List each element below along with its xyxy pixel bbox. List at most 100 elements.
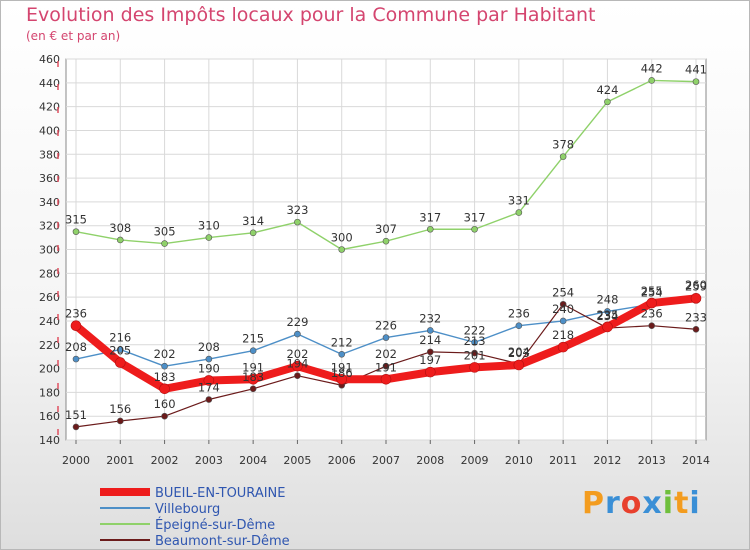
x-tick-label: 2001: [106, 454, 134, 467]
data-point: [559, 300, 567, 308]
data-point: [426, 225, 434, 233]
data-label: 233: [685, 310, 707, 324]
data-point: [382, 237, 390, 245]
data-label: 315: [65, 213, 87, 227]
data-label: 216: [109, 331, 131, 345]
data-label: 232: [419, 311, 441, 325]
data-label: 248: [596, 292, 618, 306]
data-label: 300: [331, 231, 353, 245]
data-point: [249, 385, 257, 393]
y-tick-label: 440: [39, 77, 60, 90]
data-label: 186: [331, 366, 353, 380]
data-label: 236: [65, 307, 87, 321]
data-point: [382, 334, 390, 341]
data-point: [690, 293, 702, 304]
data-point: [426, 348, 434, 356]
data-label: 215: [242, 332, 264, 346]
data-point: [161, 362, 168, 370]
x-tick-label: 2009: [461, 454, 489, 467]
x-tick-label: 2004: [239, 454, 267, 467]
data-point: [515, 322, 523, 330]
data-point: [336, 373, 348, 385]
legend-label: Épeigné-sur-Dême: [155, 517, 275, 533]
data-label: 204: [508, 345, 530, 359]
x-tick-label: 2003: [195, 454, 223, 467]
data-point: [604, 98, 611, 106]
data-label: 205: [109, 344, 131, 358]
x-tick-label: 2007: [372, 454, 400, 467]
data-point: [249, 229, 257, 237]
data-point: [692, 325, 700, 333]
data-label: 191: [242, 360, 264, 374]
data-point: [294, 330, 301, 338]
data-point: [72, 355, 80, 363]
data-point: [338, 350, 346, 358]
data-point: [161, 412, 168, 420]
data-point: [557, 341, 569, 353]
y-tick-label: 180: [39, 386, 60, 399]
y-tick-label: 360: [39, 172, 60, 185]
x-tick-label: 2006: [328, 454, 356, 467]
data-point: [116, 346, 124, 353]
data-label: 174: [198, 381, 220, 395]
data-label: 214: [419, 333, 441, 347]
y-tick-label: 340: [39, 196, 60, 209]
data-label: 254: [641, 285, 663, 299]
data-label: 160: [154, 397, 176, 411]
x-tick-label: 2002: [151, 454, 179, 467]
data-label: 202: [286, 347, 308, 361]
data-label: 240: [552, 302, 574, 316]
data-label: 234: [596, 309, 618, 323]
data-point: [646, 297, 658, 309]
data-label: 202: [154, 347, 176, 361]
y-tick-label: 220: [39, 339, 60, 352]
data-point: [247, 373, 259, 385]
data-label: 236: [641, 307, 663, 321]
x-tick-label: 2014: [682, 454, 710, 467]
chart-title: Evolution des Impôts locaux pour la Comm…: [26, 4, 596, 26]
data-label: 229: [286, 315, 308, 329]
y-tick-label: 240: [39, 315, 60, 328]
data-point: [205, 396, 213, 403]
data-label: 191: [331, 360, 353, 374]
y-tick-label: 420: [39, 101, 60, 114]
y-tick-label: 280: [39, 267, 60, 280]
data-point: [70, 320, 82, 332]
data-label: 151: [65, 408, 87, 422]
data-label: 213: [464, 334, 486, 348]
legend-label: Villebourg: [155, 502, 220, 517]
data-label: 236: [508, 307, 530, 321]
data-label: 378: [552, 138, 574, 152]
y-tick-label: 460: [39, 53, 60, 66]
data-label: 190: [198, 361, 220, 375]
data-point: [692, 78, 700, 85]
data-label: 212: [331, 335, 353, 349]
data-point: [471, 339, 478, 346]
data-label: 197: [419, 353, 441, 367]
data-point: [116, 417, 124, 425]
legend-label: BUEIL-EN-TOURAINE: [155, 486, 285, 501]
data-point: [292, 360, 303, 372]
data-label: 255: [641, 284, 663, 298]
data-label: 323: [286, 203, 308, 217]
y-tick-label: 300: [39, 244, 60, 257]
data-point: [294, 372, 301, 380]
data-point: [205, 355, 213, 363]
data-label: 183: [154, 370, 176, 384]
data-point: [648, 322, 656, 330]
data-label: 203: [508, 346, 530, 360]
data-point: [604, 308, 611, 315]
y-tick-label: 260: [39, 291, 60, 304]
data-point: [559, 317, 567, 325]
data-label: 308: [109, 221, 131, 235]
data-point: [116, 236, 124, 244]
x-tick-label: 2013: [638, 454, 666, 467]
data-point: [159, 383, 170, 395]
data-label: 310: [198, 219, 220, 233]
data-label: 218: [552, 328, 574, 342]
data-label: 208: [198, 340, 220, 354]
y-tick-label: 400: [39, 124, 60, 137]
data-point: [161, 240, 168, 247]
data-point: [471, 349, 478, 357]
